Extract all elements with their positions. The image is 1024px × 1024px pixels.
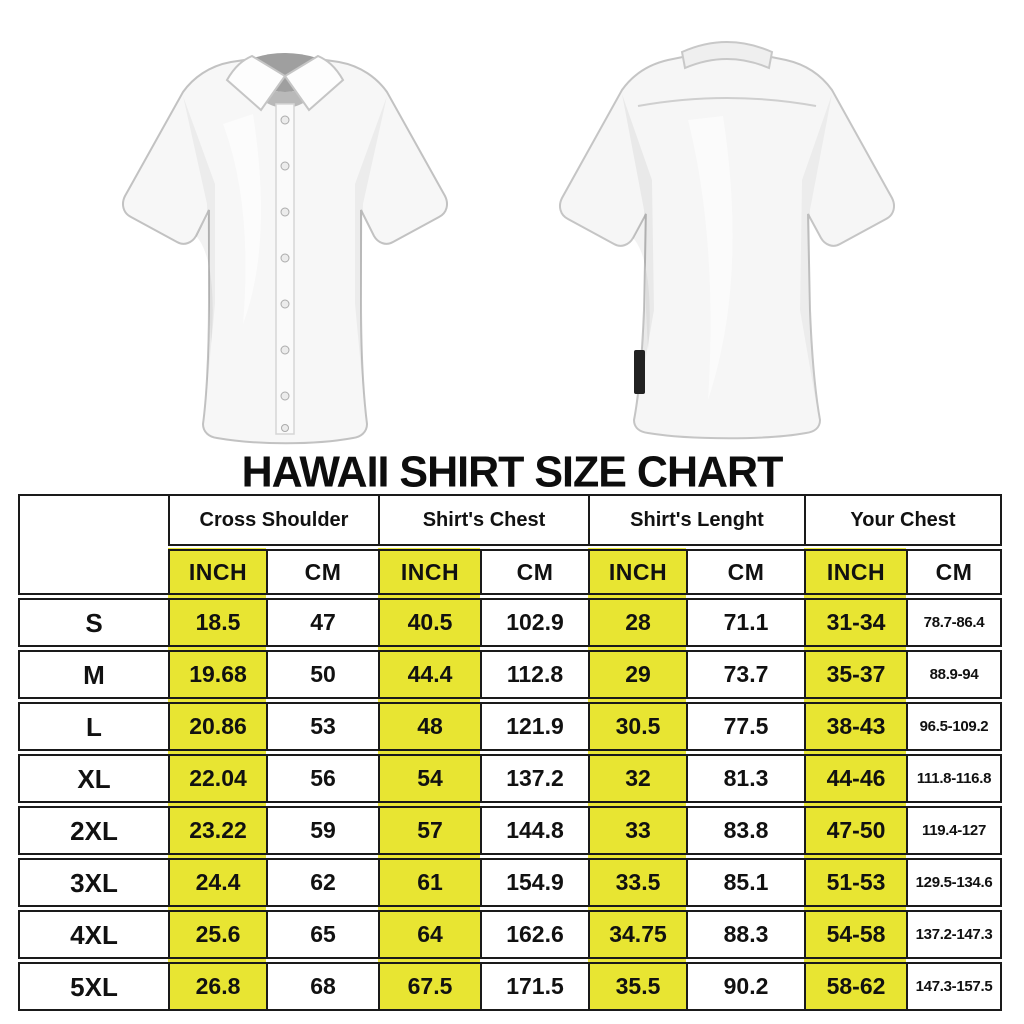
value-cell: 23.22 <box>168 806 266 855</box>
unit-header-cm: CM <box>686 549 804 595</box>
value-cell: 62 <box>266 858 378 907</box>
shirt-front-image <box>122 52 448 445</box>
value-cell: 154.9 <box>480 858 588 907</box>
value-cell: 88.9-94 <box>906 650 1002 699</box>
value-cell: 33.5 <box>588 858 686 907</box>
value-cell: 71.1 <box>686 598 804 647</box>
value-cell: 78.7-86.4 <box>906 598 1002 647</box>
value-cell: 47 <box>266 598 378 647</box>
value-cell: 111.8-116.8 <box>906 754 1002 803</box>
unit-header-inch: INCH <box>168 549 266 595</box>
value-cell: 121.9 <box>480 702 588 751</box>
size-label: 3XL <box>18 858 168 907</box>
unit-header-inch: INCH <box>588 549 686 595</box>
value-cell: 18.5 <box>168 598 266 647</box>
corner-cell <box>18 494 168 595</box>
value-cell: 81.3 <box>686 754 804 803</box>
unit-header-cm: CM <box>266 549 378 595</box>
value-cell: 44-46 <box>804 754 906 803</box>
value-cell: 102.9 <box>480 598 588 647</box>
value-cell: 24.4 <box>168 858 266 907</box>
column-group-your-chest: Your Chest <box>804 494 1002 546</box>
value-cell: 35-37 <box>804 650 906 699</box>
value-cell: 73.7 <box>686 650 804 699</box>
value-cell: 77.5 <box>686 702 804 751</box>
value-cell: 26.8 <box>168 962 266 1011</box>
value-cell: 44.4 <box>378 650 480 699</box>
size-label: 4XL <box>18 910 168 959</box>
value-cell: 28 <box>588 598 686 647</box>
value-cell: 96.5-109.2 <box>906 702 1002 751</box>
value-cell: 34.75 <box>588 910 686 959</box>
column-group-cross-shoulder: Cross Shoulder <box>168 494 378 546</box>
unit-header-cm: CM <box>906 549 1002 595</box>
value-cell: 35.5 <box>588 962 686 1011</box>
value-cell: 129.5-134.6 <box>906 858 1002 907</box>
value-cell: 68 <box>266 962 378 1011</box>
value-cell: 67.5 <box>378 962 480 1011</box>
size-label: M <box>18 650 168 699</box>
value-cell: 20.86 <box>168 702 266 751</box>
unit-header-inch: INCH <box>804 549 906 595</box>
size-label: 2XL <box>18 806 168 855</box>
size-table: Cross Shoulder Shirt's Chest Shirt's Len… <box>18 494 1002 1011</box>
value-cell: 31-34 <box>804 598 906 647</box>
unit-header-inch: INCH <box>378 549 480 595</box>
value-cell: 144.8 <box>480 806 588 855</box>
value-cell: 85.1 <box>686 858 804 907</box>
value-cell: 61 <box>378 858 480 907</box>
unit-header-cm: CM <box>480 549 588 595</box>
value-cell: 19.68 <box>168 650 266 699</box>
value-cell: 90.2 <box>686 962 804 1011</box>
value-cell: 137.2-147.3 <box>906 910 1002 959</box>
value-cell: 171.5 <box>480 962 588 1011</box>
value-cell: 53 <box>266 702 378 751</box>
value-cell: 54-58 <box>804 910 906 959</box>
column-group-shirts-lenght: Shirt's Lenght <box>588 494 804 546</box>
value-cell: 64 <box>378 910 480 959</box>
size-label: 5XL <box>18 962 168 1011</box>
value-cell: 56 <box>266 754 378 803</box>
value-cell: 32 <box>588 754 686 803</box>
shirt-back-image <box>559 41 895 440</box>
size-label: XL <box>18 754 168 803</box>
value-cell: 22.04 <box>168 754 266 803</box>
value-cell: 59 <box>266 806 378 855</box>
value-cell: 29 <box>588 650 686 699</box>
size-label: L <box>18 702 168 751</box>
value-cell: 65 <box>266 910 378 959</box>
value-cell: 30.5 <box>588 702 686 751</box>
value-cell: 51-53 <box>804 858 906 907</box>
value-cell: 50 <box>266 650 378 699</box>
value-cell: 83.8 <box>686 806 804 855</box>
value-cell: 162.6 <box>480 910 588 959</box>
value-cell: 58-62 <box>804 962 906 1011</box>
value-cell: 112.8 <box>480 650 588 699</box>
value-cell: 147.3-157.5 <box>906 962 1002 1011</box>
value-cell: 119.4-127 <box>906 806 1002 855</box>
value-cell: 137.2 <box>480 754 588 803</box>
column-group-shirts-chest: Shirt's Chest <box>378 494 588 546</box>
product-photos <box>0 0 1024 450</box>
value-cell: 57 <box>378 806 480 855</box>
value-cell: 38-43 <box>804 702 906 751</box>
value-cell: 48 <box>378 702 480 751</box>
page-title: HAWAII SHIRT SIZE CHART <box>241 447 784 497</box>
value-cell: 25.6 <box>168 910 266 959</box>
value-cell: 40.5 <box>378 598 480 647</box>
value-cell: 47-50 <box>804 806 906 855</box>
value-cell: 33 <box>588 806 686 855</box>
size-label: S <box>18 598 168 647</box>
value-cell: 54 <box>378 754 480 803</box>
value-cell: 88.3 <box>686 910 804 959</box>
